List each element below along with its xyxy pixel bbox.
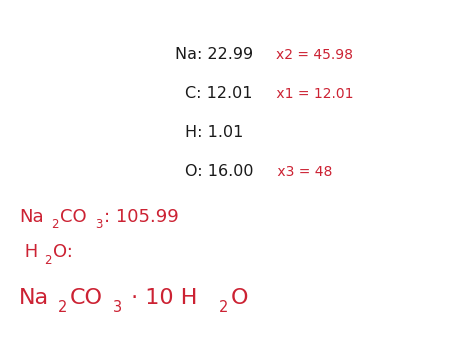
Text: C: 12.01: C: 12.01 — [185, 86, 252, 100]
Text: 3: 3 — [95, 218, 102, 231]
Text: O: O — [231, 288, 248, 307]
Text: 3: 3 — [112, 300, 122, 315]
Text: O:: O: — [54, 244, 73, 261]
Text: · 10 H: · 10 H — [124, 288, 198, 307]
Text: 2: 2 — [51, 218, 58, 231]
Text: Na: 22.99: Na: 22.99 — [175, 47, 254, 61]
Text: H: H — [19, 244, 38, 261]
Text: x3 = 48: x3 = 48 — [273, 165, 333, 179]
Text: H: 1.01: H: 1.01 — [185, 125, 243, 140]
Text: 2: 2 — [58, 300, 67, 315]
Text: O: 16.00: O: 16.00 — [185, 164, 254, 179]
Text: CO: CO — [70, 288, 103, 307]
Text: : 105.99: : 105.99 — [104, 208, 179, 226]
Text: 2: 2 — [219, 300, 228, 315]
Text: Na: Na — [19, 208, 44, 226]
Text: Na: Na — [19, 288, 49, 307]
Text: CO: CO — [60, 208, 87, 226]
Text: x1 = 12.01: x1 = 12.01 — [272, 87, 354, 100]
Text: 2: 2 — [44, 254, 51, 267]
Text: x2 = 45.98: x2 = 45.98 — [276, 48, 353, 61]
